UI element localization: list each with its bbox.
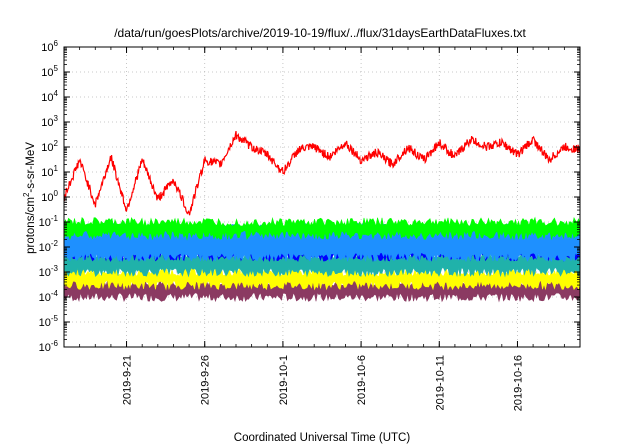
y-tick-label: 100 [41,189,58,204]
y-tick-label: 102 [41,139,58,154]
y-tick-label: 10-4 [39,289,59,304]
x-axis: 2019-9-21 2019-9-26 2019-10-1 2019-10-6 2019… [63,47,581,411]
series-layer [64,130,580,303]
y-tick-label: 104 [41,89,58,104]
x-axis-label: Coordinated Universal Time (UTC) [234,432,411,444]
grid [64,47,580,347]
x-tick-label: 2019-10-11 [434,355,446,410]
x-tick-label: 2019-10-16 [512,355,524,411]
x-tick-label: 2019-10-6 [356,355,368,405]
y-tick-label: 10-2 [39,239,59,254]
y-axis-label: protons/cm2-s-sr-MeV [22,142,37,254]
y-tick-label: 10-5 [39,314,59,329]
y-tick-label: 105 [41,64,58,79]
y-tick-label: 10-6 [39,339,59,354]
series-line [64,130,580,216]
series-band [64,216,580,241]
y-tick-label: 106 [41,39,58,54]
y-axis: 106 105 104 103 102 101 100 10-1 10-2 10-3 10-4 10-… [39,39,580,354]
x-tick-label: 2019-10-1 [278,355,290,405]
x-tick-label: 2019-9-26 [200,355,212,405]
y-tick-label: 10-3 [39,264,59,279]
y-tick-label: 10-1 [39,214,59,229]
plot-frame [63,46,581,348]
y-tick-label: 101 [41,164,58,179]
y-tick-label: 103 [41,114,58,129]
chart-title: /data/run/goesPlots/archive/2019-10-19/f… [114,26,526,40]
x-tick-label: 2019-9-21 [122,355,134,405]
